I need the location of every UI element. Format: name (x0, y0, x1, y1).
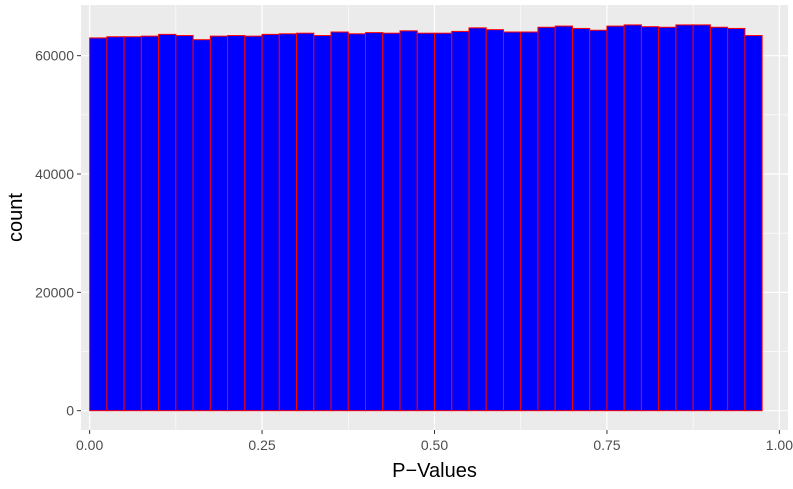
y-tick-label: 60000 (35, 48, 74, 64)
histogram-bar (296, 32, 315, 412)
histogram-bar (313, 35, 332, 412)
histogram-bar (502, 31, 522, 412)
histogram-bar (278, 33, 298, 412)
histogram-bar (623, 24, 642, 412)
x-tick-label: 0.25 (248, 437, 275, 453)
histogram-bar (744, 35, 763, 412)
histogram-bar (227, 35, 246, 412)
histogram-bar (709, 26, 729, 412)
x-tick-label: 0.75 (593, 437, 620, 453)
histogram-bar (485, 29, 504, 412)
histogram-bar (589, 29, 608, 412)
histogram-bar (158, 33, 177, 412)
histogram-bar (692, 24, 711, 412)
histogram-bar (640, 26, 660, 412)
histogram-bar (416, 32, 436, 412)
histogram-bar (537, 26, 556, 412)
histogram-bar (382, 32, 401, 412)
x-axis-title: P−Values (392, 460, 477, 482)
histogram-bar (106, 36, 125, 412)
histogram-bar (175, 35, 194, 412)
histogram-bar (192, 39, 211, 412)
y-tick-label: 0 (66, 403, 74, 419)
y-axis: 0 20000 40000 60000 (35, 48, 81, 419)
histogram-bar (520, 31, 539, 412)
histogram-bar (89, 37, 108, 412)
histogram-bar (347, 33, 367, 412)
histogram-bar (140, 35, 160, 412)
histogram-bar (365, 32, 384, 412)
x-tick-label: 0.50 (421, 437, 448, 453)
histogram-bar (727, 27, 746, 412)
histogram-bar (451, 30, 470, 412)
y-tick-label: 40000 (35, 166, 74, 182)
histogram-bar (434, 32, 453, 412)
y-axis-title: count (5, 193, 27, 242)
histogram-bar (123, 36, 142, 412)
histogram-bar (675, 24, 694, 412)
histogram-bar (606, 25, 625, 412)
x-axis: 0.00 0.25 0.50 0.75 1.00 (76, 430, 793, 453)
histogram-bar (571, 27, 591, 412)
y-tick-label: 20000 (35, 284, 74, 300)
histogram-bar (468, 27, 487, 412)
histogram-bar (244, 35, 263, 412)
x-tick-label: 0.00 (76, 437, 103, 453)
histogram-bars (89, 24, 763, 412)
histogram-bar (554, 25, 573, 412)
histogram-bar (261, 33, 280, 412)
x-tick-label: 1.00 (766, 437, 793, 453)
histogram-bar (209, 35, 229, 412)
histogram-bar (399, 30, 418, 412)
histogram-bar (658, 26, 677, 412)
histogram-bar (330, 31, 349, 412)
